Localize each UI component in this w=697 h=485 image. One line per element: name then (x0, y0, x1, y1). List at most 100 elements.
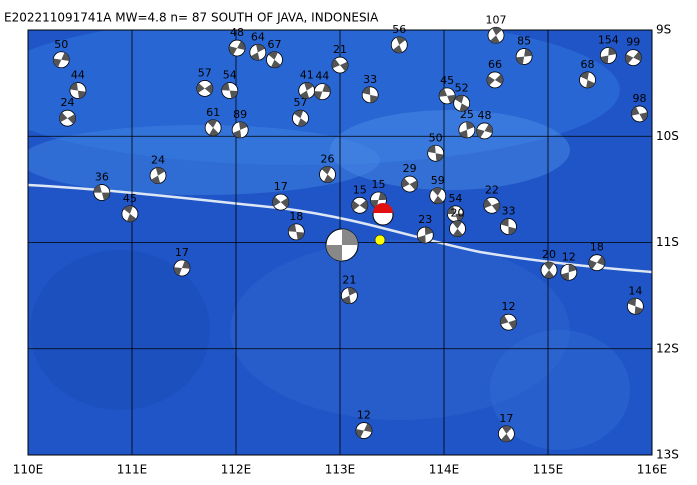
depth-label: 54 (223, 69, 237, 82)
x-tick-label: 116E (637, 463, 668, 477)
depth-label: 66 (488, 58, 502, 71)
depth-label: 33 (501, 205, 515, 218)
depth-label: 50 (429, 131, 443, 144)
beachball-quadrant (151, 167, 165, 184)
beachball-quadrant (332, 58, 348, 72)
x-tick-label: 114E (429, 463, 460, 477)
beachball (631, 105, 648, 123)
depth-label: 17 (499, 412, 513, 425)
depth-label: 54 (448, 192, 462, 205)
beachball-quadrant (123, 205, 137, 222)
beachball (292, 109, 309, 127)
depth-label: 67 (267, 38, 281, 51)
beachball-quadrant (432, 187, 444, 204)
beachball-quadrant (207, 119, 219, 136)
beachball-quadrant (362, 86, 378, 103)
beachball-quadrant (351, 200, 368, 211)
x-tick-label: 113E (325, 463, 356, 477)
beachball (427, 144, 445, 162)
depth-label: 44 (315, 70, 329, 83)
beachball (390, 36, 408, 54)
y-tick-label: 11S (656, 235, 679, 249)
y-tick-label: 12S (656, 341, 679, 355)
depth-label: 24 (61, 96, 75, 109)
depth-label: 45 (440, 74, 454, 87)
beachball-quadrant (500, 218, 517, 235)
beachball (416, 226, 434, 244)
beachball-quadrant (314, 84, 331, 100)
beachball (319, 166, 336, 183)
beachball-quadrant (459, 121, 475, 138)
beachball (351, 196, 369, 214)
beachball-quadrant (321, 166, 334, 183)
beachball (266, 51, 283, 69)
beachball (228, 39, 246, 57)
beachball (453, 94, 471, 112)
depth-label: 154 (598, 34, 619, 47)
beachball-quadrant (196, 83, 213, 94)
beachball (401, 175, 419, 193)
depth-label: 50 (54, 38, 68, 51)
beachball-quadrant (59, 112, 76, 124)
depth-label: 61 (206, 106, 220, 119)
beachball-quadrant (300, 82, 314, 99)
beachball-quadrant (393, 36, 406, 53)
beachball-quadrant (627, 298, 643, 315)
beachball (588, 254, 606, 272)
beachball-quadrant (53, 52, 70, 68)
beachball (298, 82, 316, 99)
beachball-quadrant (288, 224, 305, 240)
y-tick-label: 9S (656, 23, 671, 37)
beachball (487, 26, 505, 44)
depth-label: 48 (230, 26, 244, 39)
beachball-quadrant (544, 262, 554, 279)
beachball-quadrant (561, 264, 577, 281)
beachball-quadrant (401, 178, 418, 190)
depth-label: 21 (342, 274, 356, 287)
beachball (313, 83, 331, 101)
depth-label: 64 (251, 30, 265, 43)
depth-label: 20 (542, 248, 556, 261)
beachball (500, 313, 517, 331)
beachball-quadrant (355, 423, 372, 438)
beachball (560, 263, 578, 281)
x-tick-label: 112E (221, 463, 252, 477)
beachball (272, 193, 290, 211)
depth-label: 20 (451, 207, 465, 220)
mainshock (372, 203, 394, 246)
depth-label: 48 (478, 109, 492, 122)
x-tick-label: 110E (13, 463, 44, 477)
beachball-quadrant (486, 74, 503, 86)
beachball-quadrant (501, 425, 512, 442)
y-tick-label: 10S (656, 129, 679, 143)
beachball-quadrant (268, 51, 281, 68)
depth-label: 89 (233, 108, 247, 121)
beachball (149, 167, 167, 184)
beachball (355, 422, 373, 439)
depth-label: 24 (151, 154, 165, 167)
depth-label: 18 (289, 210, 303, 223)
depth-label: 17 (274, 180, 288, 193)
beachball-quadrant (173, 260, 190, 276)
large-event (325, 228, 359, 262)
depth-label: 12 (357, 409, 371, 422)
beachball (340, 287, 358, 305)
beachball (361, 86, 379, 104)
beachball-quadrant (342, 287, 357, 304)
beachball (579, 71, 596, 89)
beachball (486, 71, 504, 89)
beachball-quadrant (293, 110, 307, 127)
depth-label: 107 (486, 13, 507, 26)
depth-label: 29 (403, 162, 417, 175)
beachball-quadrant (600, 47, 617, 64)
beachball-quadrant (454, 95, 469, 112)
beachball (249, 43, 267, 61)
beachball-quadrant (516, 48, 532, 65)
depth-label: 21 (333, 43, 347, 56)
beachball (599, 47, 617, 64)
beachball-quadrant (417, 227, 433, 244)
depth-label: 36 (95, 171, 109, 184)
beachball-quadrant (221, 82, 238, 99)
